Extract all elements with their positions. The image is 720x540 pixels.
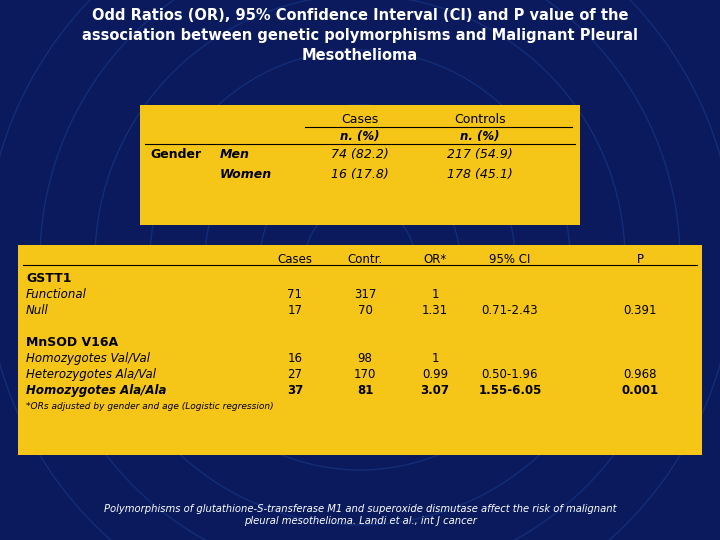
Text: 70: 70 bbox=[358, 304, 372, 317]
Text: Contr.: Contr. bbox=[347, 253, 382, 266]
Text: 3.07: 3.07 bbox=[420, 384, 449, 397]
Text: 0.391: 0.391 bbox=[624, 304, 657, 317]
Text: 98: 98 bbox=[358, 352, 372, 365]
Text: Odd Ratios (OR), 95% Confidence Interval (CI) and P value of the
association bet: Odd Ratios (OR), 95% Confidence Interval… bbox=[82, 8, 638, 63]
Text: 1: 1 bbox=[431, 288, 438, 301]
Text: 81: 81 bbox=[357, 384, 373, 397]
Text: 178 (45.1): 178 (45.1) bbox=[447, 168, 513, 181]
Text: Null: Null bbox=[26, 304, 49, 317]
Text: n. (%): n. (%) bbox=[460, 130, 500, 143]
Text: 37: 37 bbox=[287, 384, 303, 397]
Text: *ORs adjusted by gender and age (Logistic regression): *ORs adjusted by gender and age (Logisti… bbox=[26, 402, 274, 411]
Text: 71: 71 bbox=[287, 288, 302, 301]
Text: 74 (82.2): 74 (82.2) bbox=[331, 148, 389, 161]
Text: Homozygotes Ala/Ala: Homozygotes Ala/Ala bbox=[26, 384, 166, 397]
Text: 1.55-6.05: 1.55-6.05 bbox=[478, 384, 541, 397]
Text: OR*: OR* bbox=[423, 253, 446, 266]
Text: 16: 16 bbox=[287, 352, 302, 365]
FancyBboxPatch shape bbox=[140, 105, 580, 225]
Text: P: P bbox=[636, 253, 644, 266]
Text: Women: Women bbox=[220, 168, 272, 181]
Text: Functional: Functional bbox=[26, 288, 87, 301]
Text: 0.50-1.96: 0.50-1.96 bbox=[482, 368, 539, 381]
Text: 95% CI: 95% CI bbox=[490, 253, 531, 266]
Text: 1.31: 1.31 bbox=[422, 304, 448, 317]
Text: 0.001: 0.001 bbox=[621, 384, 659, 397]
Text: 0.99: 0.99 bbox=[422, 368, 448, 381]
Text: Polymorphisms of glutathione-S-transferase M1 and superoxide dismutase affect th: Polymorphisms of glutathione-S-transfera… bbox=[104, 504, 616, 526]
Text: Controls: Controls bbox=[454, 113, 506, 126]
Text: Homozygotes Val/Val: Homozygotes Val/Val bbox=[26, 352, 150, 365]
Text: Heterozygotes Ala/Val: Heterozygotes Ala/Val bbox=[26, 368, 156, 381]
Text: 217 (54.9): 217 (54.9) bbox=[447, 148, 513, 161]
Text: 0.968: 0.968 bbox=[624, 368, 657, 381]
Text: Cases: Cases bbox=[341, 113, 379, 126]
Text: n. (%): n. (%) bbox=[341, 130, 379, 143]
Text: Men: Men bbox=[220, 148, 250, 161]
Text: 16 (17.8): 16 (17.8) bbox=[331, 168, 389, 181]
Text: 17: 17 bbox=[287, 304, 302, 317]
Text: MnSOD V16A: MnSOD V16A bbox=[26, 336, 118, 349]
Text: 1: 1 bbox=[431, 352, 438, 365]
Text: GSTT1: GSTT1 bbox=[26, 272, 71, 285]
FancyBboxPatch shape bbox=[18, 245, 702, 455]
Text: Cases: Cases bbox=[277, 253, 312, 266]
Text: Gender: Gender bbox=[150, 148, 201, 161]
Text: 317: 317 bbox=[354, 288, 376, 301]
Text: 0.71-2.43: 0.71-2.43 bbox=[482, 304, 539, 317]
Text: 27: 27 bbox=[287, 368, 302, 381]
Text: 170: 170 bbox=[354, 368, 376, 381]
